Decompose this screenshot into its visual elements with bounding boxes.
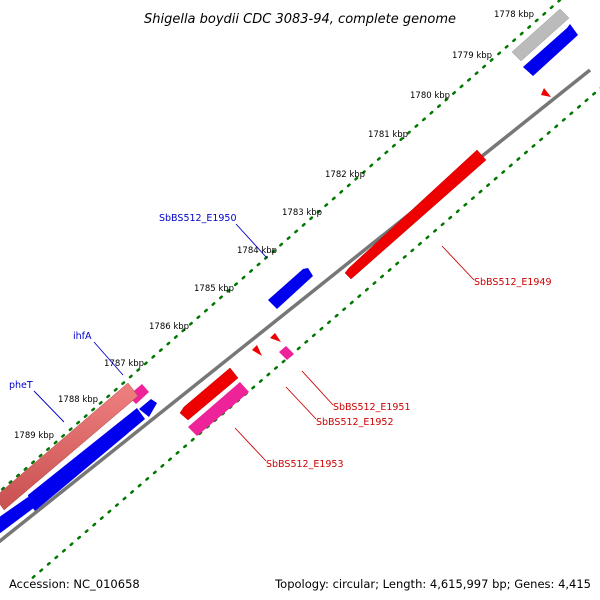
gene-feature-blue-left[interactable] bbox=[0, 497, 35, 537]
kbp-label: 1789 kbp bbox=[14, 431, 54, 441]
kbp-scale: 1778 kbp 1779 kbp 1780 kbp 1781 kbp 1782… bbox=[14, 10, 534, 441]
kbp-label: 1783 kbp bbox=[282, 208, 322, 218]
leader-line bbox=[235, 223, 268, 259]
kbp-label: 1781 kbp bbox=[368, 130, 408, 140]
gene-label[interactable]: SbBS512_E1951 bbox=[333, 402, 411, 413]
gene-label[interactable]: SbBS512_E1952 bbox=[316, 417, 394, 428]
kbp-label: 1784 kbp bbox=[237, 246, 277, 256]
outer-tick-track bbox=[0, 0, 562, 493]
kbp-label: 1778 kbp bbox=[494, 10, 534, 20]
leader-lines bbox=[33, 223, 475, 462]
topology-summary: Topology: circular; Length: 4,615,997 bp… bbox=[275, 577, 591, 591]
kbp-label: 1786 kbp bbox=[149, 322, 189, 332]
gene-labels: SbBS512_E1950 ihfA pheT SbBS512_E1949 Sb… bbox=[9, 213, 552, 470]
gene-feature-red[interactable] bbox=[541, 88, 551, 97]
gene-feature-SbBS512_E1950[interactable] bbox=[268, 268, 313, 309]
map-title: Shigella boydii CDC 3083-94, complete ge… bbox=[144, 12, 456, 27]
gene-feature-SbBS512_E1949[interactable] bbox=[344, 149, 487, 280]
genome-backbone bbox=[0, 68, 592, 544]
gene-feature-blue[interactable] bbox=[523, 24, 578, 76]
gene-feature-SbBS512_E1952[interactable] bbox=[252, 345, 262, 356]
gene-feature-SbBS512_E1953[interactable] bbox=[188, 382, 249, 436]
kbp-label: 1788 kbp bbox=[58, 395, 98, 405]
gene-feature-grey[interactable] bbox=[511, 8, 570, 62]
gene-label[interactable]: pheT bbox=[9, 380, 33, 391]
leader-line bbox=[285, 386, 317, 420]
leader-line bbox=[93, 341, 124, 376]
gene-label[interactable]: SbBS512_E1949 bbox=[474, 277, 552, 288]
inner-tick-track bbox=[28, 86, 600, 582]
kbp-label: 1782 kbp bbox=[325, 170, 365, 180]
gene-feature-red-mid[interactable] bbox=[179, 367, 239, 421]
kbp-label: 1787 kbp bbox=[104, 359, 144, 369]
gene-feature-ihfA[interactable] bbox=[139, 399, 157, 417]
leader-line bbox=[33, 390, 65, 423]
gene-features bbox=[0, 8, 578, 537]
gene-label[interactable]: ihfA bbox=[73, 331, 92, 342]
leader-line bbox=[234, 427, 267, 462]
gene-feature-blue-long[interactable] bbox=[28, 408, 145, 511]
gene-feature-SbBS512_E1951[interactable] bbox=[270, 333, 281, 342]
accession-text: Accession: NC_010658 bbox=[9, 577, 140, 591]
leader-line bbox=[301, 370, 334, 406]
gene-feature-pink-small[interactable] bbox=[279, 346, 294, 360]
gene-label[interactable]: SbBS512_E1953 bbox=[266, 459, 344, 470]
leader-line bbox=[441, 245, 475, 281]
kbp-label: 1785 kbp bbox=[194, 284, 234, 294]
kbp-label: 1779 kbp bbox=[452, 51, 492, 61]
kbp-label: 1780 kbp bbox=[410, 91, 450, 101]
gene-label[interactable]: SbBS512_E1950 bbox=[159, 213, 237, 224]
gene-feature-pheT[interactable] bbox=[0, 382, 139, 511]
